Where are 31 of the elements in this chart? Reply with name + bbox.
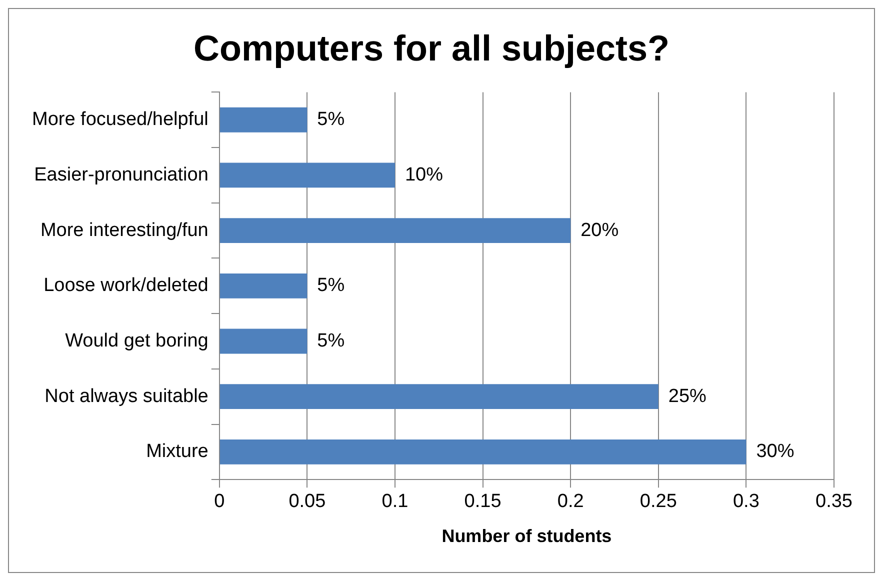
bar xyxy=(220,162,395,188)
x-tick-label: 0.1 xyxy=(382,491,408,512)
x-tick-label: 0.35 xyxy=(816,491,852,512)
data-label: 5% xyxy=(317,330,345,352)
x-tick-label: 0.25 xyxy=(640,491,677,512)
bar xyxy=(220,439,746,464)
chart-title: Computers for all subjects? xyxy=(193,28,670,69)
x-tick-label: 0.15 xyxy=(464,491,502,512)
bar xyxy=(220,107,308,132)
data-label: 10% xyxy=(404,164,444,186)
bar xyxy=(220,218,571,244)
data-label: 5% xyxy=(317,109,345,130)
data-label: 25% xyxy=(668,386,707,407)
x-axis-title: Number of students xyxy=(442,526,612,546)
bar xyxy=(220,328,308,354)
y-tick-label: Would get boring xyxy=(65,330,208,352)
bar xyxy=(220,273,308,298)
data-label: 5% xyxy=(317,275,345,296)
y-tick-label: Mixture xyxy=(146,441,208,462)
x-tick-label: 0.2 xyxy=(557,491,584,512)
y-tick-label: More focused/helpful xyxy=(32,109,208,130)
bar xyxy=(220,384,658,410)
y-tick-label: Not always suitable xyxy=(44,386,208,407)
x-tick-label: 0 xyxy=(214,491,225,512)
x-tick-label: 0.3 xyxy=(732,491,760,512)
y-tick-label: Loose work/deleted xyxy=(44,275,208,296)
y-tick-label: Easier-pronunciation xyxy=(34,164,208,186)
y-tick-label: More interesting/fun xyxy=(40,220,208,241)
data-label: 20% xyxy=(580,220,619,241)
x-tick-label: 0.05 xyxy=(288,491,326,512)
data-label: 30% xyxy=(756,441,794,462)
